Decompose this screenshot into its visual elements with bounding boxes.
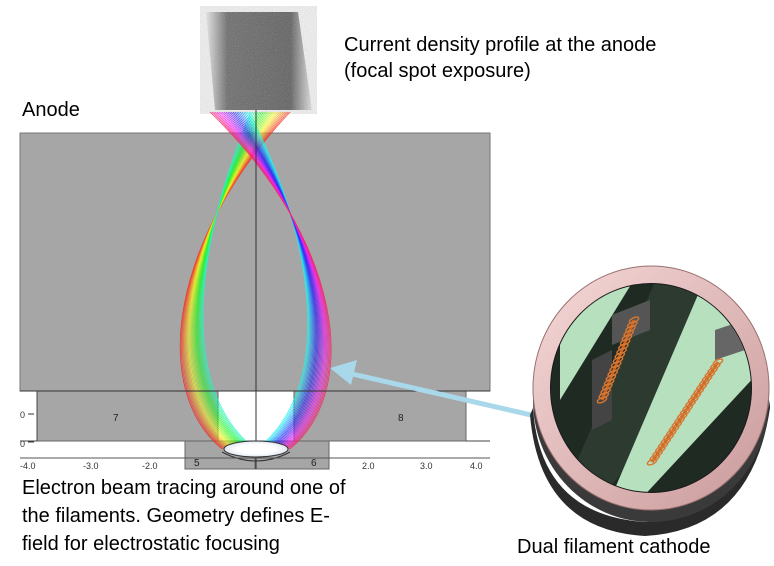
beam-caption-line3: field for electrostatic focusing xyxy=(22,533,280,555)
beam-caption-line1: Electron beam tracing around one of xyxy=(22,477,346,499)
electron-ray xyxy=(213,111,330,450)
cathode-label: Dual filament cathode xyxy=(517,536,711,558)
electron-ray xyxy=(179,111,291,450)
electron-ray xyxy=(220,111,325,450)
electron-ray xyxy=(236,111,316,450)
electron-ray xyxy=(192,111,270,450)
electron-ray xyxy=(222,111,324,450)
anode-region xyxy=(19,132,491,392)
electron-beam-rays xyxy=(179,111,332,450)
electron-ray xyxy=(195,111,264,450)
electron-ray xyxy=(231,111,319,450)
electron-ray xyxy=(182,111,287,450)
electron-ray xyxy=(193,111,268,450)
electron-ray xyxy=(223,111,323,450)
region-label-5: 5 xyxy=(194,458,200,469)
coil-turn xyxy=(596,396,608,404)
electron-ray xyxy=(229,111,320,450)
electron-ray xyxy=(209,111,332,450)
filament-coil-1 xyxy=(600,319,636,401)
region-label-7: 7 xyxy=(113,413,119,424)
electron-ray xyxy=(239,111,314,450)
electron-ray xyxy=(211,111,331,450)
electron-ray xyxy=(187,111,278,450)
electron-ray xyxy=(194,111,266,450)
electron-ray xyxy=(202,111,256,450)
electron-ray xyxy=(183,111,285,450)
filament-hole xyxy=(223,440,289,458)
electron-ray xyxy=(215,111,329,450)
electron-ray xyxy=(188,111,277,450)
electron-ray xyxy=(199,111,257,450)
profile-caption-line1: Current density profile at the anode xyxy=(344,34,657,56)
filament-coil-2 xyxy=(650,361,720,463)
coil-turn xyxy=(646,458,658,466)
electron-ray xyxy=(243,111,312,450)
electron-ray xyxy=(190,111,273,450)
electron-ray xyxy=(201,111,254,450)
svg-text:0: 0 xyxy=(20,439,25,449)
electron-ray xyxy=(191,111,271,450)
profile-caption-line2: (focal spot exposure) xyxy=(344,60,531,82)
electron-ray xyxy=(196,111,262,450)
electron-ray xyxy=(218,111,326,450)
electron-ray xyxy=(180,111,289,450)
x-tick-label: 2.0 xyxy=(362,461,375,471)
electron-ray xyxy=(238,111,315,450)
x-tick-label: -2.0 xyxy=(142,461,158,471)
x-tick-label: 3.0 xyxy=(420,461,433,471)
electron-ray xyxy=(227,111,321,450)
electron-ray xyxy=(234,111,317,450)
electron-ray xyxy=(225,111,322,450)
beam-caption-line2: the filaments. Geometry defines E- xyxy=(22,505,330,527)
region-label-6: 6 xyxy=(311,458,317,469)
electron-ray xyxy=(216,111,328,450)
electron-ray xyxy=(200,111,255,450)
electron-ray xyxy=(198,111,259,450)
electron-ray xyxy=(232,111,318,450)
electron-ray xyxy=(197,111,261,450)
electron-ray xyxy=(246,111,310,450)
anode-label: Anode xyxy=(22,99,80,121)
electron-ray xyxy=(186,111,280,450)
electron-ray xyxy=(189,111,275,450)
electron-ray xyxy=(184,111,284,450)
electron-ray xyxy=(248,111,309,450)
cathode-illustration xyxy=(530,265,770,536)
x-tick-label: -3.0 xyxy=(83,461,99,471)
region-label-8: 8 xyxy=(398,413,404,424)
x-tick-label: -4.0 xyxy=(20,461,36,471)
x-tick-label: 4.0 xyxy=(470,461,483,471)
simulation-panel: 0 0 7 8 5 6 -4.0 -3.0 -2.0 2.0 3.0 4.0 xyxy=(19,110,491,471)
electron-ray xyxy=(185,111,282,450)
svg-text:0: 0 xyxy=(20,410,25,420)
focal-spot-image xyxy=(200,6,317,114)
electron-ray xyxy=(245,111,311,450)
electron-ray xyxy=(241,111,313,450)
